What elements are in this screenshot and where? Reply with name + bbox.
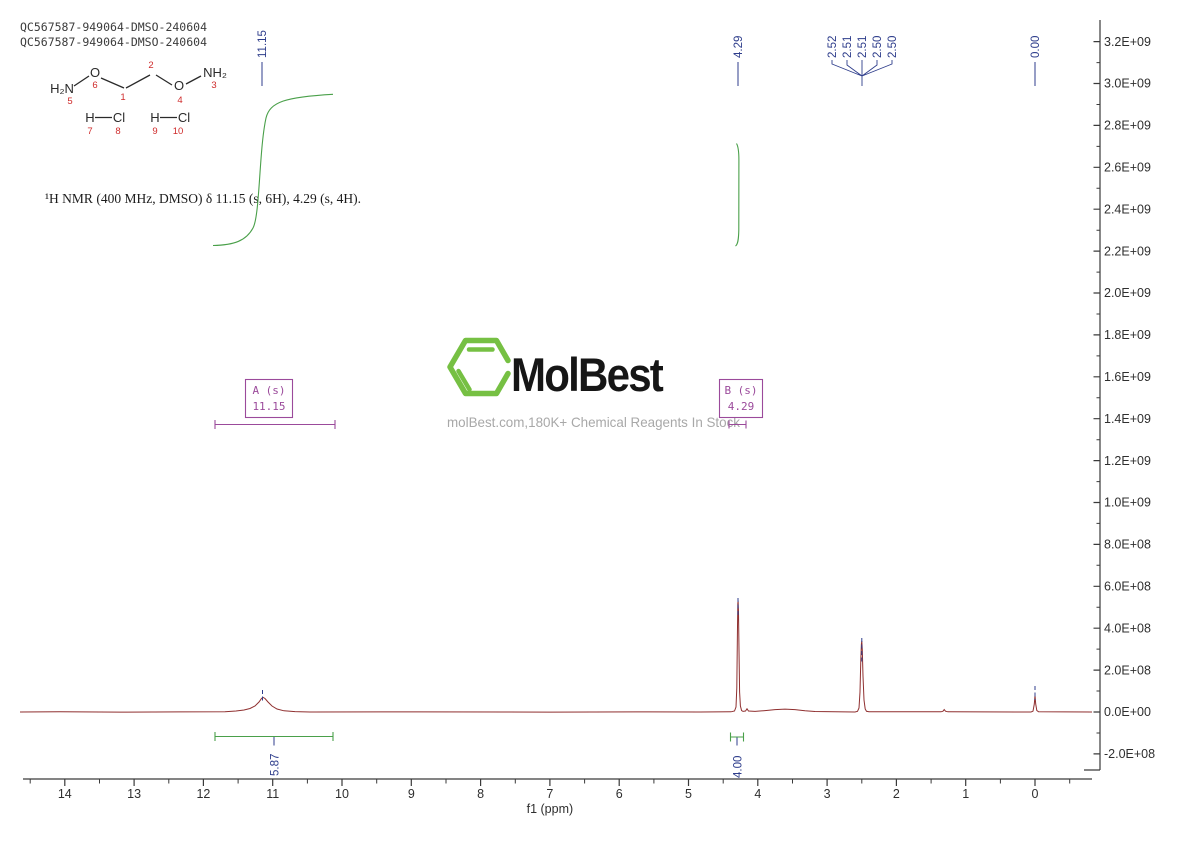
sample-id-line-1: QC567587-949064-DMSO-240604 (20, 20, 207, 34)
x-tick-label: 4 (754, 787, 761, 801)
watermark-brand-text: MolBest (511, 348, 664, 401)
solvent-peak-label-2: 2.51 (842, 36, 854, 58)
molbest-logo-doublebond-left-icon (456, 368, 472, 392)
integral-value-b: 4.00 (733, 756, 745, 778)
solvent-peak-label-1: 2.52 (827, 36, 839, 58)
multiplet-bracket-b (728, 420, 747, 429)
peak-shift-labels: 11.15 4.29 2.52 2.51 2.51 2.50 2.50 0.00 (257, 30, 1042, 86)
atom-label-hcl2-cl: Cl (178, 110, 190, 125)
atom-number-3: 3 (211, 80, 216, 91)
atom-label-h2n: H₂N (50, 81, 74, 96)
x-tick-label: 14 (58, 787, 72, 801)
multiplet-box-b (718, 378, 764, 419)
y-tick-label: 0.0E+00 (1104, 705, 1151, 719)
y-tick-label: 3.0E+09 (1104, 77, 1151, 91)
atom-label-o-left: O (90, 65, 100, 80)
x-tick-label: 6 (616, 787, 623, 801)
x-tick-label: 3 (824, 787, 831, 801)
x-tick-label: 5 (685, 787, 692, 801)
nmr-citation: ¹H NMR (400 MHz, DMSO) δ 11.15 (s, 6H), … (45, 192, 361, 207)
y-tick-label: 3.2E+09 (1104, 35, 1151, 49)
peak-pick-markers (262, 598, 1036, 703)
multiplet-b-shift: 4.29 (728, 400, 755, 413)
y-tick-label: 2.2E+09 (1104, 244, 1151, 258)
integral-curve-a (212, 93, 334, 247)
y-tick-label: 2.6E+09 (1104, 161, 1151, 175)
y-axis-major-ticks (1093, 41, 1100, 755)
y-tick-label: 6.0E+08 (1104, 580, 1151, 594)
x-tick-label: 9 (408, 787, 415, 801)
atom-label-o-right: O (174, 78, 184, 93)
x-tick-label: 2 (893, 787, 900, 801)
multiplet-bracket-a (214, 420, 336, 429)
y-tick-label: 2.8E+09 (1104, 119, 1151, 133)
multiplet-b-label: B (s) (724, 384, 757, 397)
atom-label-nh2: NH₂ (203, 65, 227, 80)
x-tick-label: 13 (127, 787, 141, 801)
atom-number-9: 9 (152, 126, 157, 137)
y-tick-label: -2.0E+08 (1104, 747, 1155, 761)
atom-label-hcl2-h: H (150, 110, 159, 125)
peak-label-cluster-connectors (831, 60, 893, 86)
x-tick-label: 10 (335, 787, 349, 801)
y-axis: 3.2E+09 3.0E+09 2.8E+09 2.6E+09 2.4E+09 … (1084, 20, 1155, 771)
x-axis-major-ticks (64, 779, 1036, 786)
watermark: MolBest molBest.com,180K+ Chemical Reage… (447, 337, 741, 430)
peak-label-tms: 0.00 (1030, 36, 1042, 58)
multiplet-a-label: A (s) (252, 384, 285, 397)
x-tick-label: 12 (196, 787, 210, 801)
atom-number-7: 7 (87, 126, 92, 137)
chemical-structure: H₂N O O NH₂ H Cl H Cl 1 2 3 4 5 6 7 8 9 … (50, 60, 227, 137)
y-axis-minor-ticks (1096, 62, 1100, 734)
x-tick-label: 1 (962, 787, 969, 801)
solvent-peak-label-3: 2.51 (857, 36, 869, 58)
atom-number-5: 5 (67, 96, 72, 107)
atom-number-2: 2 (148, 60, 153, 71)
peak-label-nh: 11.15 (257, 30, 269, 58)
y-tick-label: 1.2E+09 (1104, 454, 1151, 468)
watermark-tagline-text: molBest.com,180K+ Chemical Reagents In S… (447, 414, 741, 430)
y-tick-label: 8.0E+08 (1104, 538, 1151, 552)
x-axis: 14 13 12 11 10 9 8 7 6 5 4 3 2 1 0 f1 (p… (23, 778, 1092, 816)
y-tick-label: 1.8E+09 (1104, 328, 1151, 342)
multiplet-box-a (244, 378, 294, 419)
solvent-peak-label-4: 2.50 (872, 36, 884, 58)
x-tick-label: 8 (477, 787, 484, 801)
integral-bracket-b (729, 732, 745, 742)
integral-value-a: 5.87 (270, 754, 282, 776)
y-tick-label: 1.0E+09 (1104, 496, 1151, 510)
y-tick-label: 1.4E+09 (1104, 412, 1151, 426)
y-tick-label: 1.6E+09 (1104, 370, 1151, 384)
y-tick-label: 2.4E+09 (1104, 202, 1151, 216)
integral-bracket-a (214, 732, 334, 741)
atom-number-1: 1 (120, 92, 125, 103)
atom-label-hcl1-h: H (85, 110, 94, 125)
atom-number-4: 4 (177, 95, 182, 106)
y-tick-label: 4.0E+08 (1104, 621, 1151, 635)
y-tick-label: 2.0E+08 (1104, 663, 1151, 677)
sample-id-line-2: QC567587-949064-DMSO-240604 (20, 35, 207, 49)
multiplet-a-shift: 11.15 (252, 400, 285, 413)
y-axis-line (1084, 20, 1101, 771)
x-tick-label: 0 (1032, 787, 1039, 801)
atom-number-10: 10 (173, 126, 184, 137)
x-axis-minor-ticks (29, 779, 1071, 784)
atom-number-8: 8 (115, 126, 120, 137)
multiplet-annotations: A (s) 11.15 B (s) 4.29 (214, 378, 764, 429)
x-tick-label: 11 (266, 787, 279, 801)
solvent-peak-label-5: 2.50 (887, 36, 899, 58)
molbest-logo-hexagon-icon (447, 337, 511, 397)
structure-bonds (73, 74, 202, 89)
integral-curve-b (735, 143, 740, 247)
x-tick-label: 7 (546, 787, 553, 801)
atom-label-hcl1-cl: Cl (113, 110, 125, 125)
spectrum-trace (19, 600, 1093, 713)
y-tick-label: 2.0E+09 (1104, 286, 1151, 300)
peak-label-ch2: 4.29 (733, 36, 745, 58)
x-axis-title: f1 (ppm) (527, 802, 574, 816)
atom-number-6: 6 (92, 80, 97, 91)
